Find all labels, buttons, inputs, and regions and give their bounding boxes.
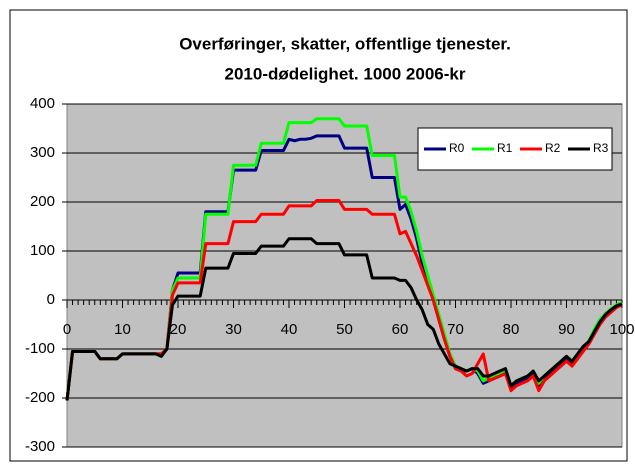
x-tick-label: 80 (503, 321, 520, 338)
x-tick-label: 40 (281, 321, 298, 338)
x-tick-label: 90 (558, 321, 575, 338)
y-tick-label: 200 (30, 193, 55, 210)
x-tick-label: 10 (114, 321, 131, 338)
y-tick-label: -200 (25, 389, 55, 406)
chart-title: Overføringer, skatter, offentlige tjenes… (179, 34, 511, 53)
y-tick-label: -300 (25, 438, 55, 455)
chart-subtitle: 2010-dødelighet. 1000 2006-kr (225, 64, 466, 83)
x-tick-label: 100 (609, 321, 634, 338)
y-tick-label: -100 (25, 340, 55, 357)
y-tick-label: 300 (30, 144, 55, 161)
legend-label: R1 (497, 141, 513, 155)
y-tick-label: 400 (30, 95, 55, 112)
x-tick-label: 30 (225, 321, 242, 338)
x-tick-label: 70 (447, 321, 464, 338)
x-tick-label: 0 (63, 321, 71, 338)
y-tick-label: 0 (47, 291, 55, 308)
x-tick-label: 20 (170, 321, 187, 338)
x-tick-label: 50 (336, 321, 353, 338)
legend-label: R3 (593, 141, 609, 155)
series-line (65, 237, 623, 401)
x-tick-label: 60 (392, 321, 409, 338)
legend-label: R2 (545, 141, 561, 155)
legend-label: R0 (449, 141, 465, 155)
y-tick-label: 100 (30, 242, 55, 259)
